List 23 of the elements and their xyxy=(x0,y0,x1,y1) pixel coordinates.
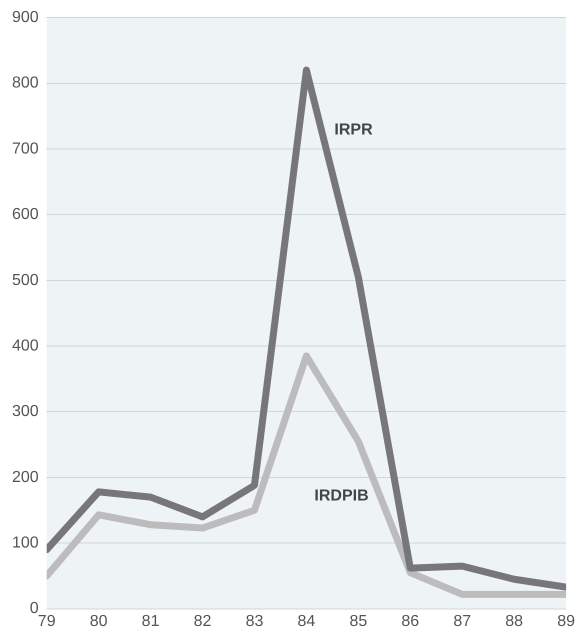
x-tick-label: 83 xyxy=(246,612,264,630)
x-tick-label: 87 xyxy=(453,612,472,630)
x-tick-label: 82 xyxy=(194,612,212,630)
y-tick-label: 100 xyxy=(12,534,39,552)
x-tick-label: 84 xyxy=(298,612,316,630)
y-tick-label: 900 xyxy=(12,9,39,26)
x-tick-label: 86 xyxy=(401,612,420,630)
y-tick-label: 500 xyxy=(12,272,39,289)
y-tick-label: 800 xyxy=(12,74,39,92)
y-tick-label: 200 xyxy=(12,468,39,486)
y-tick-label: 0 xyxy=(30,600,39,618)
y-tick-label: 600 xyxy=(12,206,39,224)
y-tick-label: 700 xyxy=(12,140,39,158)
x-tick-label: 88 xyxy=(505,612,524,630)
y-tick-label: 400 xyxy=(12,337,39,354)
x-tick-label: 80 xyxy=(90,612,108,630)
x-tick-label: 81 xyxy=(142,612,160,630)
y-tick-label: 300 xyxy=(12,403,39,420)
x-tick-label: 85 xyxy=(349,612,368,630)
x-tick-label: 79 xyxy=(38,612,56,630)
series-label: IRPR xyxy=(334,122,374,139)
series-label: IRDPIB xyxy=(314,487,369,504)
x-tick-label: 89 xyxy=(557,612,576,630)
